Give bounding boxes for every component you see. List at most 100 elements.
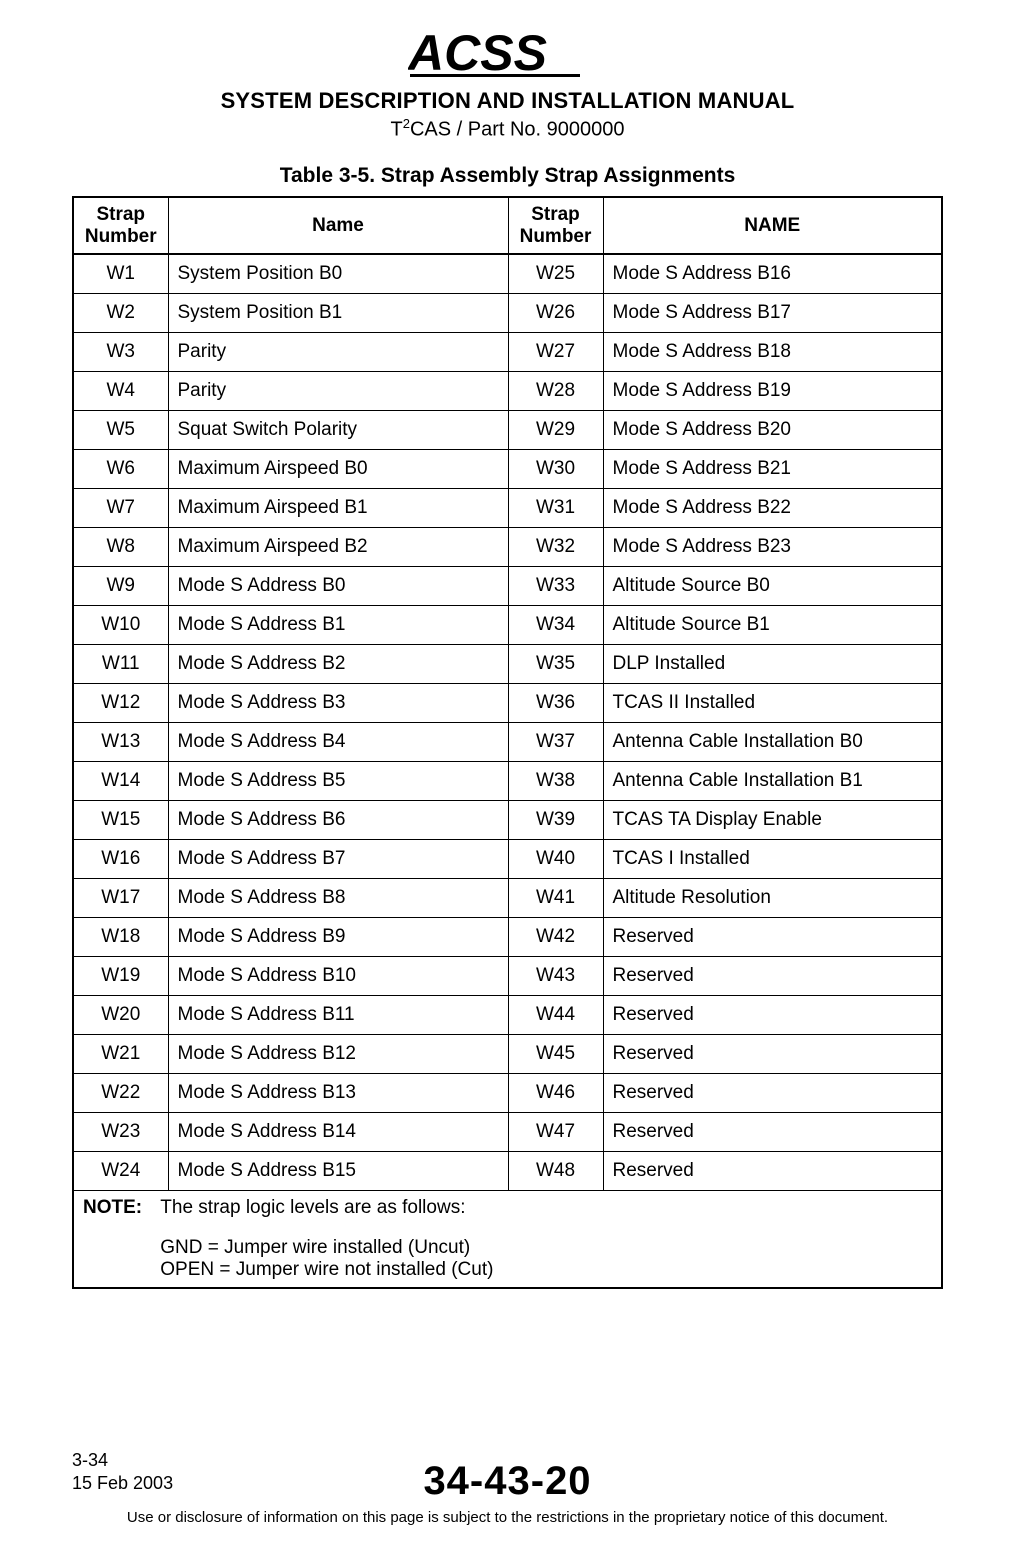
strap-number-cell: W34 (508, 606, 603, 645)
name-cell: Mode S Address B12 (168, 1035, 508, 1074)
strap-number-cell: W24 (73, 1152, 168, 1191)
name-cell: Mode S Address B6 (168, 801, 508, 840)
table-row: W20Mode S Address B11W44Reserved (73, 996, 942, 1035)
table-row: W18Mode S Address B9W42Reserved (73, 918, 942, 957)
strap-number-cell: W37 (508, 723, 603, 762)
name-cell: Mode S Address B20 (603, 411, 942, 450)
note-line-1: The strap logic levels are as follows: (160, 1197, 493, 1219)
table-row: W12Mode S Address B3W36TCAS II Installed (73, 684, 942, 723)
name-cell: Maximum Airspeed B2 (168, 528, 508, 567)
strap-number-cell: W31 (508, 489, 603, 528)
strap-number-cell: W14 (73, 762, 168, 801)
strap-number-cell: W48 (508, 1152, 603, 1191)
col-header-name-left: Name (168, 197, 508, 255)
document-page: ACSS SYSTEM DESCRIPTION AND INSTALLATION… (0, 0, 1015, 1556)
strap-assignments-table: Strap Number Name Strap Number NAME W1Sy… (72, 196, 943, 1290)
table-row: W1System Position B0W25Mode S Address B1… (73, 254, 942, 294)
col-header-strap-number-right: Strap Number (508, 197, 603, 255)
note-line-2: GND = Jumper wire installed (Uncut) (160, 1237, 493, 1259)
strap-number-cell: W22 (73, 1074, 168, 1113)
col-header-name-right: NAME (603, 197, 942, 255)
table-row: W17Mode S Address B8W41Altitude Resoluti… (73, 879, 942, 918)
note-line-3: OPEN = Jumper wire not installed (Cut) (160, 1259, 493, 1281)
strap-number-cell: W2 (73, 294, 168, 333)
svg-text:ACSS: ACSS (408, 28, 547, 81)
table-row: W24Mode S Address B15W48Reserved (73, 1152, 942, 1191)
name-cell: TCAS TA Display Enable (603, 801, 942, 840)
name-cell: Mode S Address B8 (168, 879, 508, 918)
name-cell: Antenna Cable Installation B0 (603, 723, 942, 762)
name-cell: Mode S Address B10 (168, 957, 508, 996)
table-row: W10Mode S Address B1W34Altitude Source B… (73, 606, 942, 645)
table-row: W3ParityW27Mode S Address B18 (73, 333, 942, 372)
name-cell: Altitude Source B0 (603, 567, 942, 606)
name-cell: Mode S Address B2 (168, 645, 508, 684)
manual-title: SYSTEM DESCRIPTION AND INSTALLATION MANU… (72, 88, 943, 114)
table-caption: Table 3-5. Strap Assembly Strap Assignme… (72, 164, 943, 188)
table-row: W16Mode S Address B7W40TCAS I Installed (73, 840, 942, 879)
footer-restriction: Use or disclosure of information on this… (72, 1509, 943, 1526)
col-header-strap-number-left: Strap Number (73, 197, 168, 255)
name-cell: DLP Installed (603, 645, 942, 684)
table-row: W21Mode S Address B12W45Reserved (73, 1035, 942, 1074)
name-cell: Parity (168, 333, 508, 372)
table-row: W7Maximum Airspeed B1W31Mode S Address B… (73, 489, 942, 528)
strap-number-cell: W11 (73, 645, 168, 684)
table-row: W14Mode S Address B5W38Antenna Cable Ins… (73, 762, 942, 801)
strap-number-cell: W15 (73, 801, 168, 840)
name-cell: Maximum Airspeed B0 (168, 450, 508, 489)
strap-number-cell: W35 (508, 645, 603, 684)
strap-number-cell: W23 (73, 1113, 168, 1152)
strap-number-cell: W25 (508, 254, 603, 294)
subtitle-superscript: 2 (403, 116, 410, 131)
name-cell: Mode S Address B11 (168, 996, 508, 1035)
strap-number-cell: W12 (73, 684, 168, 723)
strap-number-cell: W7 (73, 489, 168, 528)
strap-number-cell: W3 (73, 333, 168, 372)
strap-number-cell: W9 (73, 567, 168, 606)
strap-number-cell: W38 (508, 762, 603, 801)
name-cell: Reserved (603, 1152, 942, 1191)
name-cell: Mode S Address B14 (168, 1113, 508, 1152)
table-body: W1System Position B0W25Mode S Address B1… (73, 254, 942, 1191)
name-cell: Squat Switch Polarity (168, 411, 508, 450)
name-cell: System Position B1 (168, 294, 508, 333)
table-note-cell: NOTE: The strap logic levels are as foll… (73, 1191, 942, 1289)
strap-number-cell: W26 (508, 294, 603, 333)
name-cell: Mode S Address B1 (168, 606, 508, 645)
strap-number-cell: W32 (508, 528, 603, 567)
name-cell: Reserved (603, 957, 942, 996)
name-cell: Altitude Source B1 (603, 606, 942, 645)
name-cell: Mode S Address B9 (168, 918, 508, 957)
strap-number-cell: W16 (73, 840, 168, 879)
footer-doc-number: 34-43-20 (72, 1459, 943, 1504)
strap-number-cell: W44 (508, 996, 603, 1035)
strap-number-cell: W20 (73, 996, 168, 1035)
strap-number-cell: W27 (508, 333, 603, 372)
name-cell: Mode S Address B19 (603, 372, 942, 411)
name-cell: Antenna Cable Installation B1 (603, 762, 942, 801)
name-cell: Mode S Address B15 (168, 1152, 508, 1191)
strap-number-cell: W18 (73, 918, 168, 957)
strap-number-cell: W42 (508, 918, 603, 957)
name-cell: Mode S Address B0 (168, 567, 508, 606)
strap-number-cell: W6 (73, 450, 168, 489)
table-row: W22Mode S Address B13W46Reserved (73, 1074, 942, 1113)
table-note-row: NOTE: The strap logic levels are as foll… (73, 1191, 942, 1289)
name-cell: Mode S Address B18 (603, 333, 942, 372)
strap-number-cell: W10 (73, 606, 168, 645)
strap-number-cell: W29 (508, 411, 603, 450)
strap-number-cell: W4 (73, 372, 168, 411)
name-cell: Mode S Address B23 (603, 528, 942, 567)
strap-number-cell: W17 (73, 879, 168, 918)
manual-subtitle: T2CAS / Part No. 9000000 (72, 116, 943, 142)
table-row: W5Squat Switch PolarityW29Mode S Address… (73, 411, 942, 450)
name-cell: Mode S Address B3 (168, 684, 508, 723)
strap-number-cell: W43 (508, 957, 603, 996)
name-cell: TCAS I Installed (603, 840, 942, 879)
name-cell: Reserved (603, 1113, 942, 1152)
name-cell: Mode S Address B5 (168, 762, 508, 801)
strap-number-cell: W40 (508, 840, 603, 879)
note-body: The strap logic levels are as follows: G… (160, 1197, 493, 1281)
name-cell: TCAS II Installed (603, 684, 942, 723)
